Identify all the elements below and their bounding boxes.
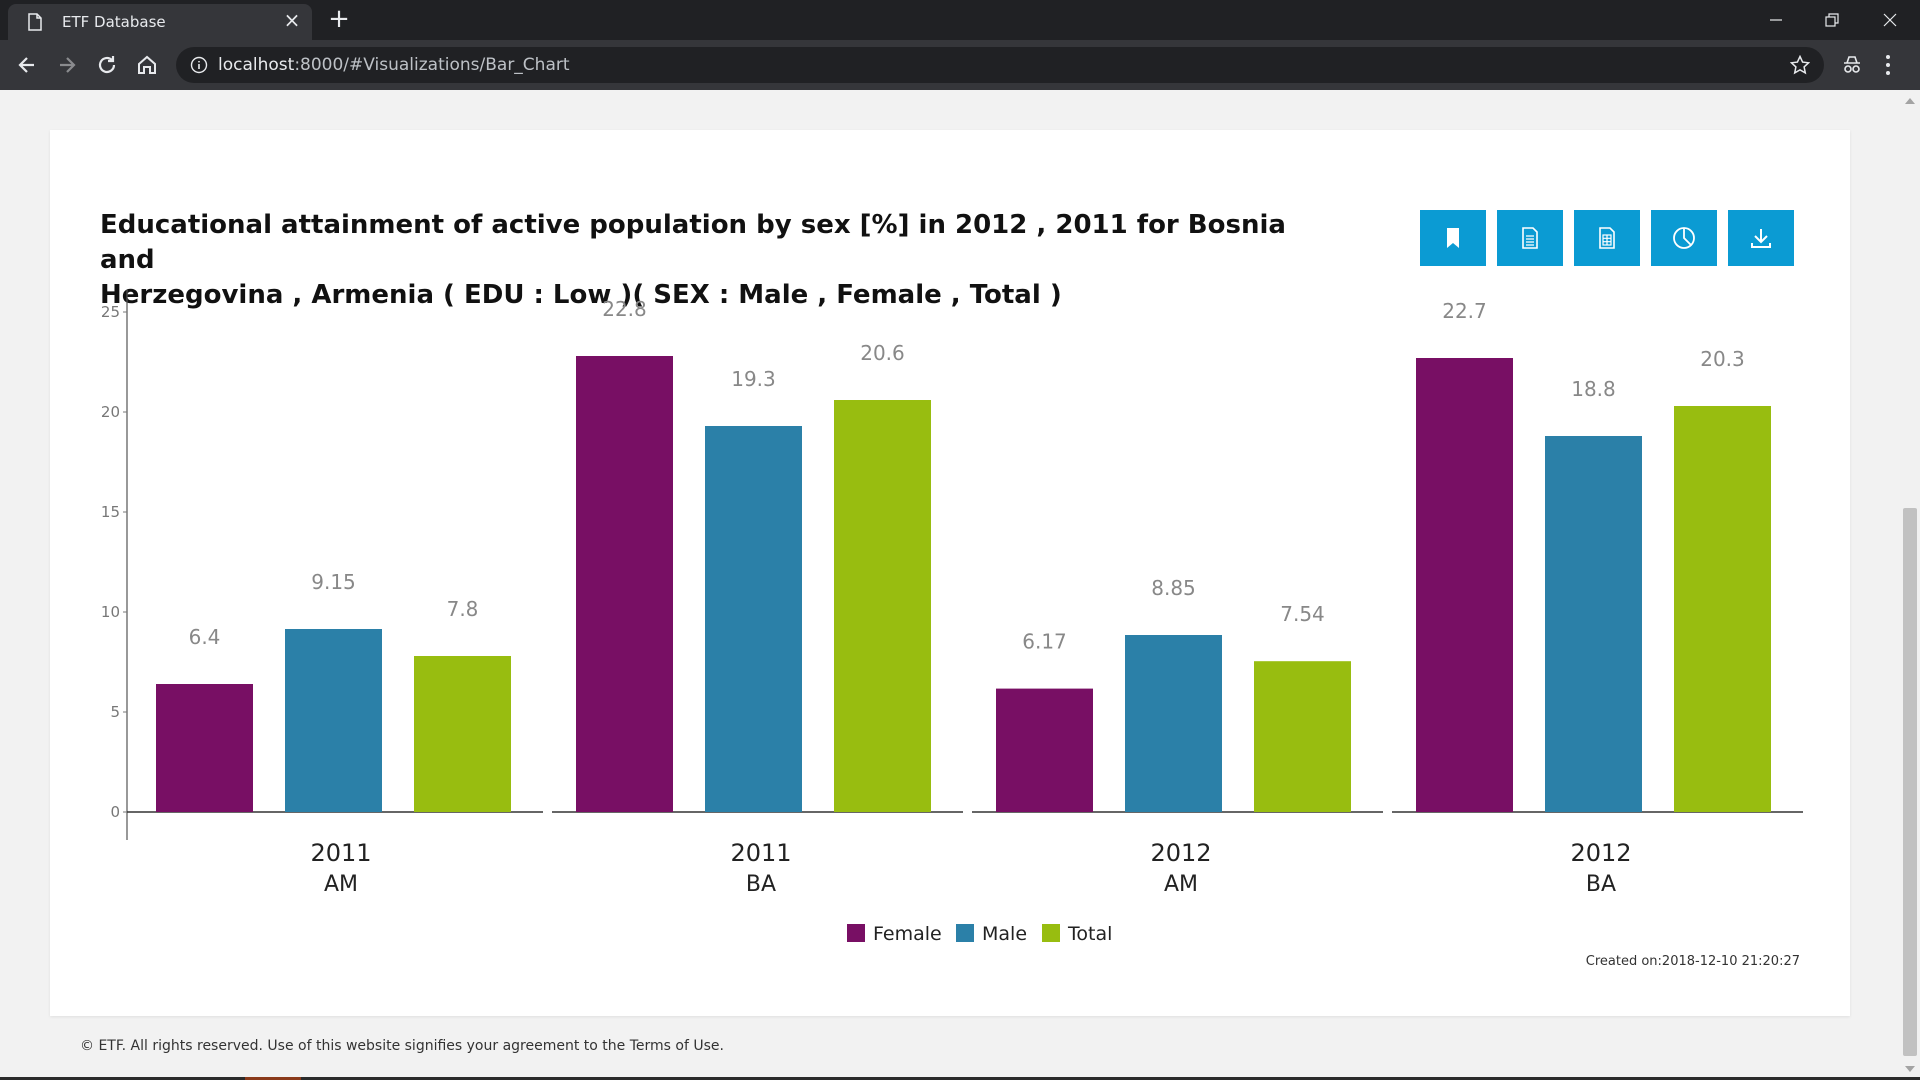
bar-female: [576, 356, 673, 812]
created-on: Created on:2018-12-10 21:20:27: [1585, 954, 1800, 969]
page-icon: [28, 13, 42, 31]
data-label: 9.15: [311, 570, 356, 594]
y-tick-label: 0: [110, 803, 120, 821]
data-label: 20.6: [860, 341, 905, 365]
scroll-down-arrow-icon[interactable]: [1905, 1066, 1915, 1072]
chart-title: Educational attainment of active populat…: [100, 208, 1300, 313]
y-tick-label: 15: [101, 503, 120, 521]
browser-tab[interactable]: ETF Database ×: [8, 4, 312, 40]
x-category-year: 2012: [1570, 839, 1631, 867]
x-category-country: BA: [1586, 872, 1616, 897]
x-category-country: AM: [324, 872, 358, 897]
bar-female: [1416, 358, 1513, 812]
restore-icon[interactable]: [1804, 0, 1860, 40]
legend-swatch: [956, 924, 974, 942]
data-label: 6.17: [1022, 630, 1067, 654]
scroll-up-arrow-icon[interactable]: [1905, 98, 1915, 104]
close-tab-icon[interactable]: ×: [283, 8, 301, 32]
chart-card: Educational attainment of active populat…: [50, 130, 1850, 1016]
bottom-bar: [0, 1077, 1920, 1080]
download-icon: [1751, 229, 1771, 248]
forward-icon[interactable]: [54, 52, 80, 78]
bar-male: [705, 426, 802, 812]
x-category-year: 2011: [310, 839, 371, 867]
x-category-year: 2011: [730, 839, 791, 867]
home-icon[interactable]: [134, 52, 160, 78]
bar-chart: 0 5 10 15 20 25 6.4 9.15 7.8 2011 AM 22.8 19.3 20.6 20…: [101, 290, 1803, 945]
data-label: 18.8: [1571, 377, 1616, 401]
x-category-country: AM: [1164, 872, 1198, 897]
tab-title: ETF Database: [62, 13, 166, 31]
data-label: 19.3: [731, 367, 776, 391]
bookmark-icon: [1447, 228, 1459, 248]
chart-title-line-2: Herzegovina , Armenia ( EDU : Low )( SEX…: [100, 280, 1062, 310]
footer-copyright: © ETF. All rights reserved. Use of this …: [80, 1038, 724, 1054]
pie-chart-icon: [1673, 227, 1695, 249]
bar-total: [414, 656, 511, 812]
x-category-year: 2012: [1150, 839, 1211, 867]
legend-label: Total: [1067, 923, 1112, 945]
data-label: 20.3: [1700, 347, 1745, 371]
bar-female: [996, 688, 1093, 812]
back-icon[interactable]: [14, 52, 40, 78]
legend-swatch: [1042, 924, 1060, 942]
spreadsheet-icon: [1599, 227, 1615, 249]
browser-toolbar: localhost:8000/#Visualizations/Bar_Chart: [0, 40, 1920, 90]
bar-male: [285, 629, 382, 812]
vertical-scrollbar[interactable]: [1900, 90, 1920, 1080]
data-label: 7.54: [1280, 602, 1325, 626]
new-tab-icon[interactable]: +: [328, 4, 350, 34]
scroll-thumb[interactable]: [1903, 508, 1917, 1056]
bar-male: [1125, 635, 1222, 812]
bar-male: [1545, 436, 1642, 812]
reload-icon[interactable]: [94, 52, 120, 78]
pie-chart-button[interactable]: [1651, 210, 1717, 266]
legend-label: Female: [873, 923, 942, 945]
data-label: 22.8: [602, 297, 647, 321]
y-tick-label: 25: [101, 303, 120, 321]
document-icon: [1522, 227, 1538, 249]
spreadsheet-button[interactable]: [1574, 210, 1640, 266]
legend-swatch: [847, 924, 865, 942]
close-window-icon[interactable]: [1862, 0, 1918, 40]
minimize-icon[interactable]: [1748, 0, 1804, 40]
document-button[interactable]: [1497, 210, 1563, 266]
y-tick-label: 5: [110, 703, 120, 721]
chart-title-line-1: Educational attainment of active populat…: [100, 210, 1286, 275]
bar-total: [1254, 661, 1351, 812]
bar-total: [834, 400, 931, 812]
bookmark-button[interactable]: [1420, 210, 1486, 266]
data-label: 6.4: [189, 625, 221, 649]
url-text[interactable]: localhost:8000/#Visualizations/Bar_Chart: [218, 55, 570, 75]
bar-total: [1674, 406, 1771, 812]
legend-label: Male: [982, 923, 1027, 945]
data-label: 22.7: [1442, 299, 1487, 323]
data-label: 8.85: [1151, 576, 1196, 600]
browser-titlebar: ETF Database × +: [0, 0, 1920, 40]
data-label: 7.8: [447, 597, 479, 621]
y-tick-label: 20: [101, 403, 120, 421]
bar-female: [156, 684, 253, 812]
y-tick-label: 10: [101, 603, 120, 621]
info-icon[interactable]: [190, 56, 208, 74]
incognito-icon[interactable]: [1840, 53, 1864, 77]
bookmark-star-icon[interactable]: [1790, 55, 1810, 75]
more-menu-icon[interactable]: [1884, 52, 1892, 78]
download-button[interactable]: [1728, 210, 1794, 266]
x-category-country: BA: [746, 872, 776, 897]
address-bar[interactable]: localhost:8000/#Visualizations/Bar_Chart: [176, 47, 1824, 83]
